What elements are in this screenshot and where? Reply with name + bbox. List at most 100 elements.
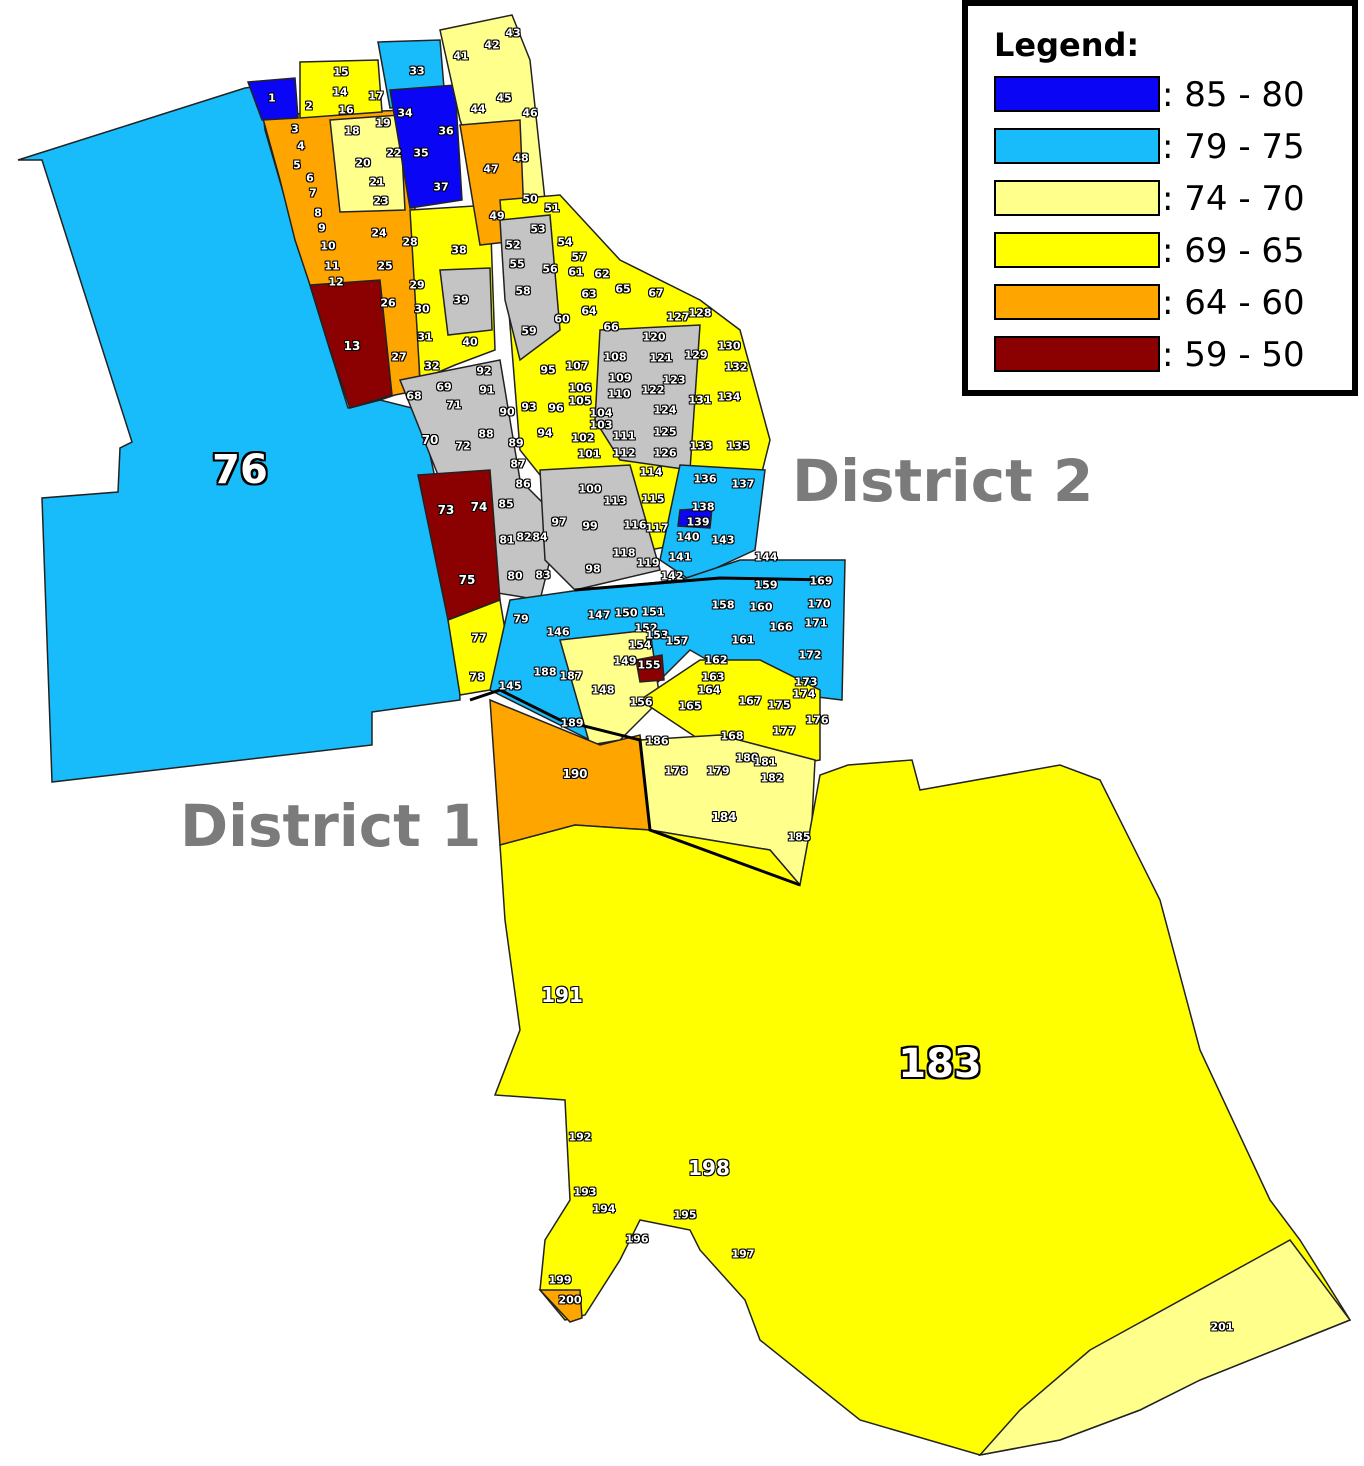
district-label-2: District 2 [792,447,1094,515]
parcel-label-181: 181 [753,755,777,769]
block-136-143 [659,464,766,581]
parcel-label-150: 150 [614,606,638,620]
parcel-label-120: 120 [642,330,666,344]
legend-label: : 79 - 75 [1162,127,1305,167]
parcel-label-33: 33 [409,64,425,78]
parcel-201-area [977,1239,1352,1457]
parcel-label-102: 102 [571,431,595,445]
parcel-label-43: 43 [505,26,521,40]
parcel-label-20: 20 [355,156,371,170]
legend-swatch [994,284,1160,320]
parcel-label-5: 5 [293,158,301,172]
parcel-label-130: 130 [717,339,741,353]
parcel-label-65: 65 [615,282,631,296]
parcel-label-35: 35 [413,146,429,160]
parcel-label-8: 8 [314,206,322,220]
parcel-label-128: 128 [688,306,712,320]
parcel-label-36: 36 [438,124,454,138]
parcel-label-39: 39 [453,293,469,307]
parcel-label-138: 138 [691,500,715,514]
parcel-label-113: 113 [603,494,627,508]
parcel-label-91: 91 [479,383,495,397]
parcel-label-109: 109 [608,371,632,385]
parcel-label-106: 106 [568,381,592,395]
parcel-label-159: 159 [754,578,778,592]
parcel-label-71: 71 [446,398,462,412]
parcel-label-96: 96 [548,401,564,415]
parcel-label-2: 2 [305,99,313,113]
parcel-label-75: 75 [458,573,476,587]
parcel-label-142: 142 [660,569,684,583]
parcel-label-83: 83 [535,568,551,582]
parcel-label-13: 13 [343,339,361,353]
parcel-label-76: 76 [212,447,268,493]
parcel-label-26: 26 [380,296,396,310]
parcel-label-151: 151 [641,605,665,619]
parcel-label-6: 6 [306,171,314,185]
parcel-label-110: 110 [607,387,631,401]
legend-swatch [994,128,1160,164]
parcel-label-99: 99 [582,519,598,533]
parcel-label-59: 59 [521,324,537,338]
parcel-label-161: 161 [731,633,755,647]
parcel-label-154: 154 [628,638,652,652]
parcel-label-19: 19 [375,116,391,130]
legend-swatch [994,336,1160,372]
parcel-label-92: 92 [476,364,492,378]
parcel-label-111: 111 [612,429,636,443]
parcel-label-125: 125 [653,425,677,439]
parcel-label-54: 54 [557,235,573,249]
parcel-label-1: 1 [268,91,276,105]
parcel-label-53: 53 [530,222,546,236]
parcel-label-64: 64 [581,304,597,318]
legend-swatch [994,232,1160,268]
parcel-label-200: 200 [558,1293,582,1307]
parcel-label-21: 21 [369,175,385,189]
parcel-label-116: 116 [623,518,647,532]
parcel-label-194: 194 [592,1202,616,1216]
parcel-label-11: 11 [324,259,340,273]
parcel-label-182: 182 [760,771,784,785]
parcel-label-183: 183 [898,1041,982,1087]
parcel-label-164: 164 [697,683,721,697]
parcel-label-47: 47 [483,162,499,176]
parcel-label-136: 136 [693,472,717,486]
parcel-label-62: 62 [594,267,610,281]
parcel-label-185: 185 [787,830,811,844]
parcel-label-196: 196 [625,1232,649,1246]
parcel-label-25: 25 [377,259,393,273]
parcel-label-97: 97 [551,515,567,529]
parcel-label-114: 114 [639,465,663,479]
parcel-label-88: 88 [478,427,494,441]
parcel-label-152: 152 [634,621,658,635]
parcel-label-18: 18 [344,124,360,138]
parcel-label-146: 146 [546,625,570,639]
legend-label: : 69 - 65 [1162,231,1305,271]
parcel-label-195: 195 [673,1208,697,1222]
parcel-label-31: 31 [417,330,433,344]
parcel-label-85: 85 [498,497,514,511]
parcel-label-50: 50 [522,192,538,206]
parcel-label-191: 191 [541,983,583,1007]
parcel-label-89: 89 [508,436,524,450]
parcel-label-87: 87 [510,457,526,471]
legend: Legend: : 85 - 80 : 79 - 75 : 74 - 70 : … [962,0,1358,396]
parcel-label-29: 29 [409,278,425,292]
parcel-label-57: 57 [571,250,587,264]
parcel-label-177: 177 [772,724,796,738]
parcel-200-area [538,1289,583,1323]
parcel-label-112: 112 [612,446,636,460]
parcel-label-147: 147 [587,608,611,622]
parcel-label-118: 118 [612,546,636,560]
parcel-label-124: 124 [653,403,677,417]
block-grey-97 [539,464,661,591]
parcel-label-145: 145 [498,679,522,693]
parcel-label-67: 67 [648,286,664,300]
parcel-label-179: 179 [706,764,730,778]
parcel-label-160: 160 [749,600,773,614]
district-label-1: District 1 [180,792,482,860]
parcel-label-15: 15 [333,65,349,79]
parcel-label-22: 22 [386,146,402,160]
parcel-label-69: 69 [436,380,452,394]
